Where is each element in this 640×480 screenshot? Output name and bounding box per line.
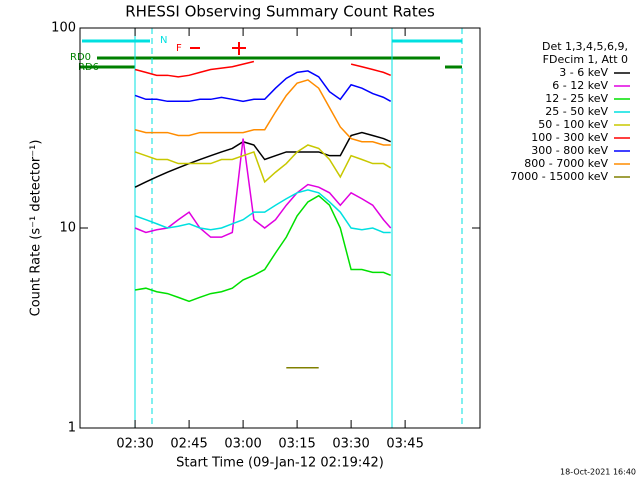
y-axis-label: Count Rate (s⁻¹ detector⁻¹)	[29, 140, 44, 317]
annotation: F	[176, 43, 182, 54]
legend-label: 100 - 300 keV	[531, 131, 608, 144]
series-line	[134, 194, 391, 303]
timestamp: 18-Oct-2021 16:40	[560, 468, 636, 477]
x-axis-label: Start Time (09-Jan-12 02:19:42)	[176, 456, 384, 471]
y-tick-label: 1	[68, 421, 76, 436]
x-tick-label: 02:45	[170, 437, 207, 452]
series-line	[134, 144, 392, 184]
legend-label: 6 - 12 keV	[552, 79, 608, 92]
series-line	[134, 60, 255, 78]
series-line	[134, 138, 392, 238]
state-bars	[80, 28, 463, 428]
x-tick-label: 03:15	[278, 437, 315, 452]
chart-title: RHESSI Observing Summary Count Rates	[125, 3, 435, 21]
legend-label: 3 - 6 keV	[559, 66, 608, 79]
series-line	[134, 79, 391, 146]
annotation: RD6	[78, 62, 99, 73]
legend-label: 300 - 800 keV	[531, 144, 608, 157]
y-tick-label: 10	[59, 221, 76, 236]
x-tick-label: 02:30	[116, 437, 153, 452]
legend-title: Det 1,3,4,5,6,9,	[542, 40, 628, 53]
legend-label: 50 - 100 keV	[538, 118, 608, 131]
series-line	[134, 189, 391, 234]
legend-label: 25 - 50 keV	[545, 105, 608, 118]
legend-label: 12 - 25 keV	[545, 92, 608, 105]
x-tick-label: 03:45	[386, 437, 423, 452]
legend-label: 800 - 7000 keV	[524, 157, 608, 170]
annotation: RD0	[70, 52, 91, 63]
x-tick-label: 03:00	[224, 437, 261, 452]
series-line	[134, 70, 392, 103]
x-tick-label: 03:30	[332, 437, 369, 452]
legend-label: 7000 - 15000 keV	[510, 170, 608, 183]
series-line	[134, 131, 392, 188]
plot-frame	[79, 27, 481, 429]
annotation: N	[160, 35, 167, 46]
series-line	[350, 63, 391, 77]
legend-title: FDecim 1, Att 0	[543, 53, 628, 66]
y-tick-label: 100	[51, 21, 76, 36]
